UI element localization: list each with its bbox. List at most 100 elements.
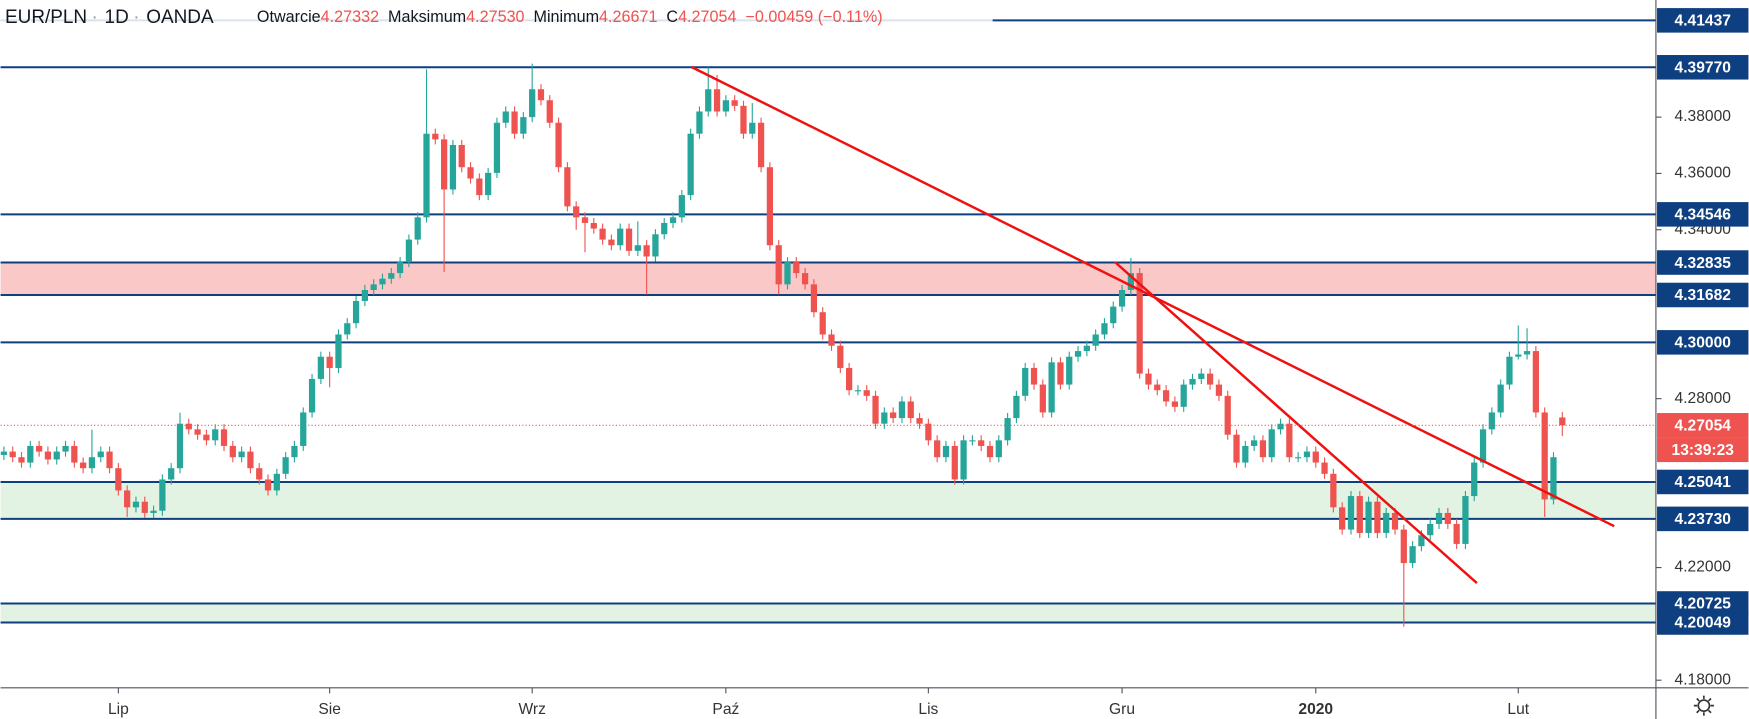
candle-body [379, 278, 386, 285]
candle-body [1057, 362, 1064, 385]
candle-body [969, 440, 976, 442]
candle-body [854, 390, 862, 392]
candle-body [1074, 351, 1082, 357]
symbol: EUR/PLN [5, 7, 87, 28]
candle-body [212, 429, 219, 441]
candle-body [1066, 356, 1073, 385]
candle-body [942, 445, 950, 458]
candle-body [1206, 373, 1214, 385]
candle-body [1427, 523, 1434, 536]
price-label: 4.27054 [1675, 418, 1732, 435]
candle-body [617, 228, 624, 246]
candle-body [502, 111, 509, 123]
candle-body [106, 451, 113, 469]
candle-body [53, 451, 60, 460]
candle-body [27, 445, 34, 463]
candle-body [344, 323, 351, 335]
candle-body [256, 468, 263, 480]
candle-body [934, 440, 941, 458]
candle-body [1400, 529, 1407, 564]
candle-body [881, 412, 888, 424]
candle-body [141, 501, 148, 513]
candle-body [1224, 395, 1231, 435]
candle-body [1479, 429, 1487, 463]
candle-body [634, 245, 641, 251]
zone [0, 262, 1656, 295]
level-label: 4.20049 [1675, 615, 1732, 632]
candle-body [1541, 412, 1548, 500]
level-label: 4.23730 [1675, 511, 1732, 528]
candle-body [1039, 384, 1046, 413]
level-label-bg [1657, 250, 1749, 275]
candle-body [828, 334, 835, 346]
candle-body [520, 117, 527, 134]
candle-body [757, 122, 765, 168]
plot-area [0, 19, 1656, 627]
field-value: 4.27332 [321, 8, 379, 26]
level-label-bg [1657, 202, 1749, 227]
candle-body [229, 445, 236, 458]
candle-body [132, 501, 140, 508]
candle-body [1171, 401, 1179, 407]
candle-body [203, 434, 210, 441]
x-tick-label: Lip [108, 701, 129, 718]
candle-body [1523, 351, 1531, 355]
candle-body [194, 429, 201, 435]
candle-body [326, 356, 333, 368]
candle-body [1233, 434, 1240, 463]
level-label: 4.31682 [1675, 287, 1732, 304]
candle-body [661, 222, 668, 235]
candle-body [1497, 384, 1504, 413]
sep: · [92, 7, 98, 28]
candle-body [1515, 354, 1522, 357]
candle-body [713, 89, 721, 112]
y-tick-label: 4.38000 [1675, 108, 1732, 125]
x-tick-label: Paź [712, 701, 739, 718]
countdown-bg [1657, 437, 1749, 463]
candle-body [1083, 345, 1090, 352]
candle-body [168, 468, 175, 480]
candle-body [273, 473, 280, 491]
candle-body [1136, 273, 1143, 374]
candle-body [1251, 440, 1258, 446]
candle-body [1418, 535, 1425, 547]
candle-body [432, 133, 439, 140]
candle-body [1127, 273, 1134, 290]
candle-body [317, 356, 324, 379]
candle-body [282, 457, 289, 474]
candle-body [423, 133, 430, 218]
candle-body [1259, 440, 1267, 458]
y-tick-label: 4.28000 [1675, 390, 1732, 407]
settings-icon-body [1697, 699, 1711, 713]
x-tick-label: Lut [1507, 701, 1529, 718]
field-value: 4.26671 [599, 8, 657, 26]
candle-body [388, 273, 395, 279]
candle-body [1559, 417, 1566, 426]
zone [0, 481, 1656, 519]
candle-body [978, 440, 985, 446]
candle-body [696, 111, 703, 134]
candle-body [537, 89, 545, 101]
trendline [1114, 261, 1478, 584]
candle-body [1471, 462, 1478, 497]
candle-body [801, 273, 809, 285]
settings-icon[interactable] [1693, 695, 1714, 716]
candle-body [1550, 457, 1557, 500]
candle-body [335, 334, 342, 368]
level-label: 4.39770 [1675, 60, 1732, 77]
level-label-bg [1657, 8, 1749, 33]
candle-body [159, 479, 166, 511]
candle-body [573, 206, 580, 218]
candle-body [1162, 390, 1170, 402]
candle-body [766, 167, 774, 246]
candle-body [731, 100, 738, 106]
candle-body [1374, 501, 1381, 533]
candle-body [62, 445, 69, 452]
candle-body [951, 445, 958, 480]
candle-body [1198, 373, 1205, 379]
candle-body [1030, 367, 1038, 385]
candle-body [264, 479, 272, 491]
candle-body [1268, 429, 1275, 458]
candle-body [97, 451, 104, 458]
